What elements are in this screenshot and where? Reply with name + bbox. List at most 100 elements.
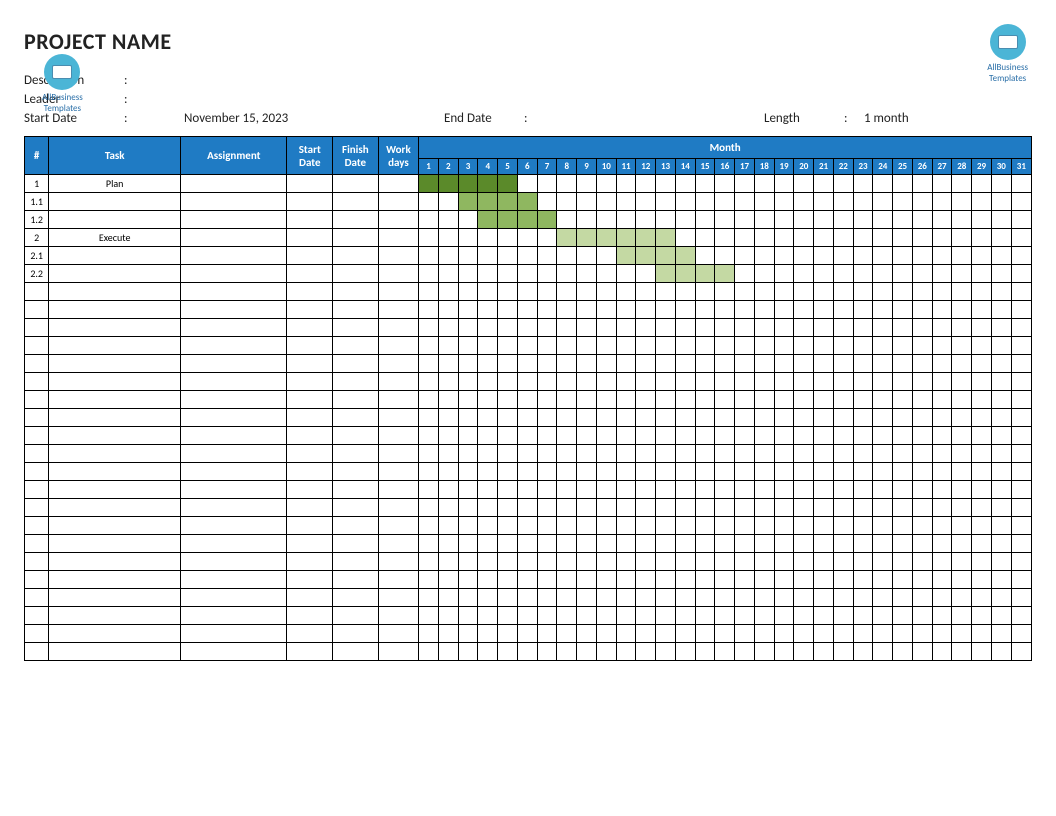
gantt-cell: [517, 445, 537, 463]
row-work-days: [378, 463, 419, 481]
gantt-cell: [557, 337, 577, 355]
gantt-cell: [972, 229, 992, 247]
gantt-cell: [419, 643, 439, 661]
gantt-cell: [557, 481, 577, 499]
row-assignment: [181, 427, 287, 445]
gantt-cell: [853, 571, 873, 589]
table-row: [25, 301, 1032, 319]
gantt-cell: [893, 175, 913, 193]
gantt-cell: [517, 265, 537, 283]
gantt-cell: [1011, 643, 1031, 661]
length-label: Length: [764, 111, 844, 126]
gantt-cell: [616, 553, 636, 571]
gantt-cell: [715, 229, 735, 247]
gantt-cell: [833, 283, 853, 301]
gantt-cell: [636, 535, 656, 553]
gantt-cell: [972, 589, 992, 607]
gantt-cell: [636, 373, 656, 391]
gantt-cell: [774, 337, 794, 355]
gantt-cell: [537, 391, 557, 409]
gantt-cell: [478, 247, 498, 265]
gantt-cell: [912, 337, 932, 355]
gantt-cell: [932, 391, 952, 409]
gantt-cell: [1011, 571, 1031, 589]
gantt-cell: [735, 499, 755, 517]
gantt-cell: [498, 445, 518, 463]
col-header-num: #: [25, 137, 49, 175]
gantt-cell: [794, 571, 814, 589]
gantt-cell: [498, 463, 518, 481]
gantt-cell: [438, 319, 458, 337]
gantt-cell: [596, 553, 616, 571]
gantt-cell: [912, 625, 932, 643]
gantt-cell: [517, 319, 537, 337]
gantt-cell: [419, 229, 439, 247]
gantt-cell: [814, 193, 834, 211]
gantt-cell: [715, 625, 735, 643]
gantt-cell: [537, 265, 557, 283]
gantt-cell: [577, 373, 597, 391]
gantt-cell: [932, 373, 952, 391]
col-header-day: 26: [912, 159, 932, 175]
gantt-cell: [517, 517, 537, 535]
gantt-cell: [478, 355, 498, 373]
gantt-cell: [616, 337, 636, 355]
gantt-cell: [557, 553, 577, 571]
row-assignment: [181, 481, 287, 499]
gantt-cell: [636, 409, 656, 427]
gantt-cell: [873, 229, 893, 247]
gantt-cell: [735, 571, 755, 589]
gantt-cell: [557, 373, 577, 391]
gantt-cell: [814, 175, 834, 193]
gantt-cell: [656, 373, 676, 391]
gantt-cell: [991, 463, 1011, 481]
gantt-cell: [774, 517, 794, 535]
gantt-cell: [517, 589, 537, 607]
gantt-cell: [715, 427, 735, 445]
col-header-day: 20: [794, 159, 814, 175]
gantt-cell: [932, 211, 952, 229]
gantt-cell: [656, 427, 676, 445]
gantt-cell: [912, 463, 932, 481]
row-task: [49, 337, 181, 355]
row-task: [49, 391, 181, 409]
gantt-cell: [715, 643, 735, 661]
gantt-cell: [478, 481, 498, 499]
gantt-cell: [991, 355, 1011, 373]
gantt-cell: [972, 517, 992, 535]
gantt-cell: [754, 589, 774, 607]
gantt-cell: [715, 553, 735, 571]
gantt-cell: [1011, 499, 1031, 517]
col-header-day: 17: [735, 159, 755, 175]
col-header-day: 7: [537, 159, 557, 175]
row-assignment: [181, 283, 287, 301]
gantt-cell: [794, 553, 814, 571]
row-assignment: [181, 337, 287, 355]
gantt-cell: [912, 607, 932, 625]
gantt-cell: [636, 355, 656, 373]
gantt-cell: [715, 373, 735, 391]
gantt-cell: [972, 211, 992, 229]
gantt-cell: [695, 247, 715, 265]
gantt-cell: [814, 517, 834, 535]
gantt-cell: [478, 265, 498, 283]
gantt-cell: [458, 427, 478, 445]
gantt-cell: [952, 463, 972, 481]
row-start-date: [287, 319, 333, 337]
col-header-day: 28: [952, 159, 972, 175]
col-header-day: 27: [932, 159, 952, 175]
gantt-cell: [774, 643, 794, 661]
gantt-cell: [438, 499, 458, 517]
col-header-day: 29: [972, 159, 992, 175]
gantt-cell: [458, 481, 478, 499]
gantt-cell: [912, 571, 932, 589]
gantt-cell: [695, 445, 715, 463]
gantt-cell: [636, 319, 656, 337]
gantt-cell: [754, 427, 774, 445]
gantt-cell: [754, 211, 774, 229]
gantt-cell: [458, 247, 478, 265]
gantt-cell: [873, 481, 893, 499]
row-num: 2: [25, 229, 49, 247]
brand-logo-icon: [990, 24, 1026, 60]
row-assignment: [181, 589, 287, 607]
